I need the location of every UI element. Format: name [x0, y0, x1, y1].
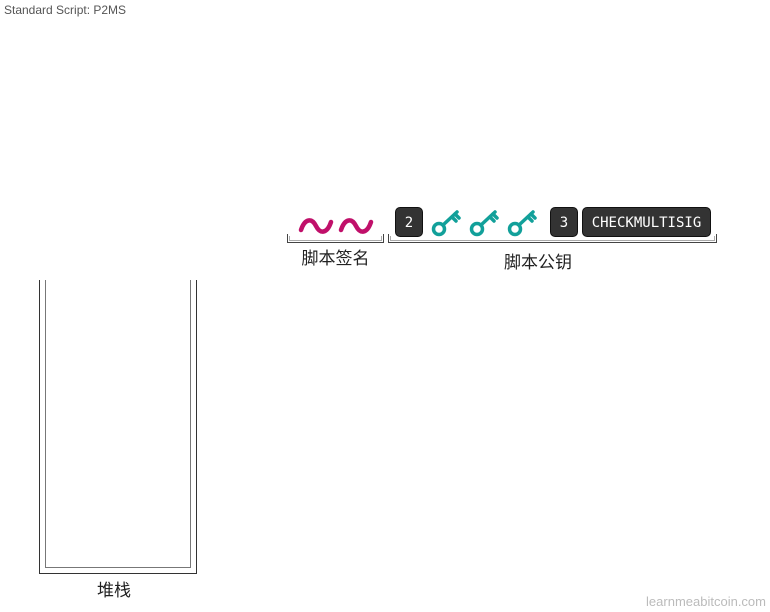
n-total-box: 3 [550, 207, 578, 237]
script-sig-label: 脚本签名 [301, 249, 370, 269]
stack-label: 堆栈 [97, 581, 131, 601]
script-pubkey-brace [388, 234, 717, 243]
page-title: Standard Script: P2MS [4, 3, 127, 17]
opcode-checkmultisig-box: CHECKMULTISIG [582, 207, 711, 237]
script-sig-brace [287, 234, 384, 243]
m-required-box: 2 [395, 207, 423, 237]
public-key-icon [507, 210, 537, 237]
signature-icon [338, 218, 374, 234]
stack-container [39, 280, 197, 574]
stack-inner [45, 280, 191, 568]
script-pubkey-label: 脚本公钥 [504, 253, 572, 273]
public-key-icon [469, 210, 499, 237]
signature-icon [298, 218, 334, 234]
public-key-icon [431, 210, 461, 237]
site-footer: learnmeabitcoin.com [646, 594, 766, 609]
